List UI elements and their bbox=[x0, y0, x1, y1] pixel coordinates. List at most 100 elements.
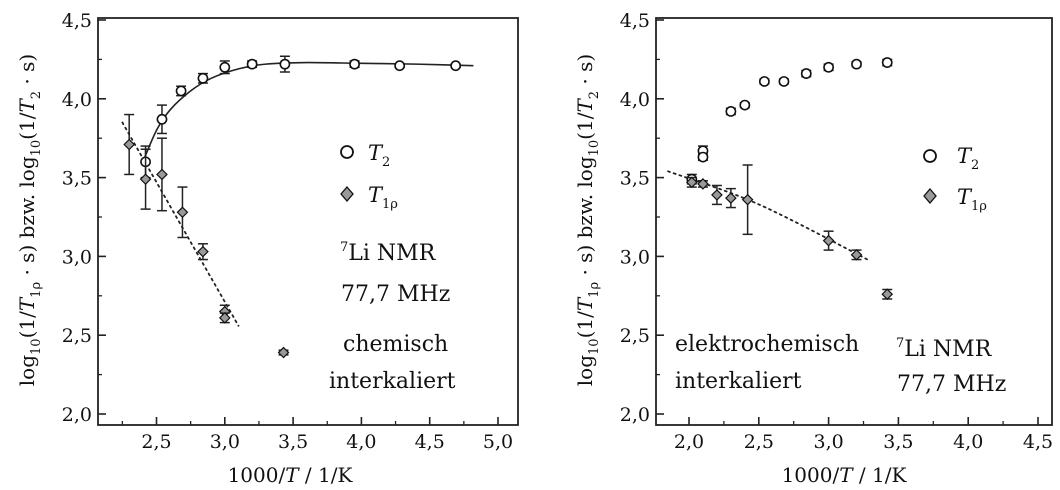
plot-frame-right bbox=[655, 17, 1053, 426]
data-point-t2 bbox=[279, 55, 291, 73]
legend-marker-t1rho-right bbox=[923, 188, 937, 204]
y-tick-label: 4,0 bbox=[620, 89, 650, 111]
data-point-t2 bbox=[758, 76, 770, 87]
x-tick-label: 3,0 bbox=[813, 431, 843, 453]
fit-curve-solid bbox=[142, 61, 474, 163]
x-tick-label: 3,5 bbox=[278, 431, 308, 453]
data-point-t2 bbox=[725, 106, 737, 117]
marker-diamond bbox=[741, 193, 754, 206]
data-point-t1rho bbox=[697, 178, 709, 190]
data-point-t2 bbox=[778, 76, 790, 87]
annotation-nucleus-right: 7Li NMR bbox=[896, 336, 993, 362]
x-tick-label: 4,0 bbox=[346, 431, 376, 453]
data-point-t2 bbox=[197, 72, 209, 84]
y-axis-label-right: log10(1/T1ρ · s) bzw. log10(1/T2 · s) bbox=[573, 54, 602, 386]
marker-circle bbox=[881, 57, 893, 68]
marker-circle bbox=[197, 72, 209, 84]
marker-circle bbox=[725, 106, 737, 117]
marker-circle bbox=[851, 58, 862, 70]
annotation-frequency-left: 77,7 MHz bbox=[341, 282, 450, 307]
y-tick-label: 4,0 bbox=[62, 89, 92, 111]
x-tick-label: 2,5 bbox=[141, 431, 171, 453]
marker-diamond bbox=[711, 189, 723, 201]
data-point-t1rho bbox=[741, 164, 754, 236]
y-tick-label: 4,5 bbox=[620, 10, 650, 32]
marker-diamond bbox=[822, 234, 835, 247]
data-point-t1rho bbox=[277, 346, 290, 359]
marker-circle bbox=[758, 76, 770, 87]
fits-left bbox=[121, 61, 474, 327]
data-point-t1rho bbox=[850, 248, 863, 261]
annotation-nucleus-left: 7Li NMR bbox=[340, 240, 437, 266]
y-tick-label: 2,5 bbox=[62, 325, 92, 347]
data-point-t2 bbox=[156, 104, 168, 135]
data-point-t2 bbox=[881, 57, 893, 68]
x-tick-label: 3,0 bbox=[210, 431, 240, 453]
legend-marker-t2-left bbox=[340, 145, 354, 159]
data-point-t2 bbox=[349, 58, 360, 70]
data-point-t2 bbox=[823, 61, 834, 73]
marker-diamond bbox=[697, 178, 709, 190]
fit-curve-dotted bbox=[121, 121, 240, 327]
marker-circle bbox=[394, 60, 406, 72]
data-point-t2 bbox=[851, 58, 862, 70]
annotation-frequency-right: 77,7 MHz bbox=[897, 372, 1006, 397]
x-tick-label: 4,5 bbox=[415, 431, 445, 453]
legend-label-t2-right: T2 bbox=[957, 144, 979, 173]
marker-circle bbox=[823, 61, 834, 73]
data-point-t2 bbox=[175, 85, 187, 97]
data-point-t1rho bbox=[711, 184, 723, 206]
y-tick-label: 3,0 bbox=[62, 246, 92, 268]
data-point-t1rho bbox=[176, 186, 189, 239]
data-point-t1rho bbox=[123, 113, 136, 176]
legend-label-t2-left: T2 bbox=[368, 141, 390, 170]
data-point-t1rho bbox=[685, 176, 698, 189]
annotation-chemisch: chemisch bbox=[343, 332, 448, 357]
chart-elektrochemisch: 2,0 2,5 3,0 3,5 4,0 4,5 2,0 2,5 3,0 3,5 4,0 4,5 100… bbox=[573, 10, 1053, 487]
y-tick-label: 2,5 bbox=[620, 325, 650, 347]
y-tick-label: 4,5 bbox=[62, 10, 92, 32]
marker-circle bbox=[349, 58, 360, 70]
marker-diamond bbox=[277, 346, 290, 359]
marker-diamond bbox=[197, 245, 209, 258]
x-tick-label: 3,5 bbox=[883, 431, 913, 453]
y-tick-label: 2,0 bbox=[62, 404, 92, 426]
y-tick-label: 3,5 bbox=[620, 168, 650, 190]
marker-circle bbox=[697, 151, 709, 163]
marker-circle bbox=[219, 61, 231, 73]
y-tick-label: 3,5 bbox=[62, 168, 92, 190]
data-point-t1rho bbox=[725, 187, 737, 209]
annotation-interkaliert-left: interkaliert bbox=[329, 369, 456, 394]
legend-marker-t2-right bbox=[923, 149, 937, 163]
marker-circle bbox=[279, 58, 291, 70]
data-point-t1rho bbox=[139, 148, 152, 210]
legend-label-t1rho-left: T1ρ bbox=[368, 183, 398, 212]
marker-diamond bbox=[176, 206, 189, 219]
annotation-interkaliert-right: interkaliert bbox=[675, 369, 802, 394]
marker-circle bbox=[450, 60, 462, 72]
data-point-t2 bbox=[450, 60, 462, 72]
data-point-t1rho bbox=[881, 288, 894, 301]
legend-marker-t1rho-left bbox=[340, 186, 354, 202]
data-point-t2 bbox=[697, 151, 709, 163]
data-point-t1rho bbox=[197, 243, 209, 261]
marker-diamond bbox=[123, 138, 136, 151]
marker-circle bbox=[246, 58, 258, 70]
marker-circle bbox=[800, 68, 812, 79]
y-tick-label: 3,0 bbox=[620, 246, 650, 268]
data-point-t2 bbox=[246, 58, 258, 70]
marker-circle bbox=[175, 85, 187, 97]
x-tick-label: 4,0 bbox=[953, 431, 983, 453]
data-point-t2 bbox=[800, 68, 812, 79]
x-axis-label-left: 1000/T / 1/K bbox=[228, 463, 354, 487]
marker-diamond bbox=[685, 176, 698, 189]
marker-diamond bbox=[218, 312, 231, 324]
chart-chemisch: 2,5 3,0 3,5 4,0 4,5 5,0 2,0 2,5 3,0 3,5 4,0 4,5 100… bbox=[15, 10, 519, 487]
data-point-t1rho bbox=[156, 137, 168, 212]
marker-diamond bbox=[881, 288, 894, 301]
ticks-left: 2,5 3,0 3,5 4,0 4,5 5,0 2,0 2,5 3,0 3,5 4,0 4,5 bbox=[62, 10, 513, 453]
plot-frame-left bbox=[97, 17, 519, 426]
data-point-t1rho bbox=[822, 230, 835, 251]
data-point-t2 bbox=[219, 60, 231, 75]
data-point-t2 bbox=[739, 99, 751, 111]
